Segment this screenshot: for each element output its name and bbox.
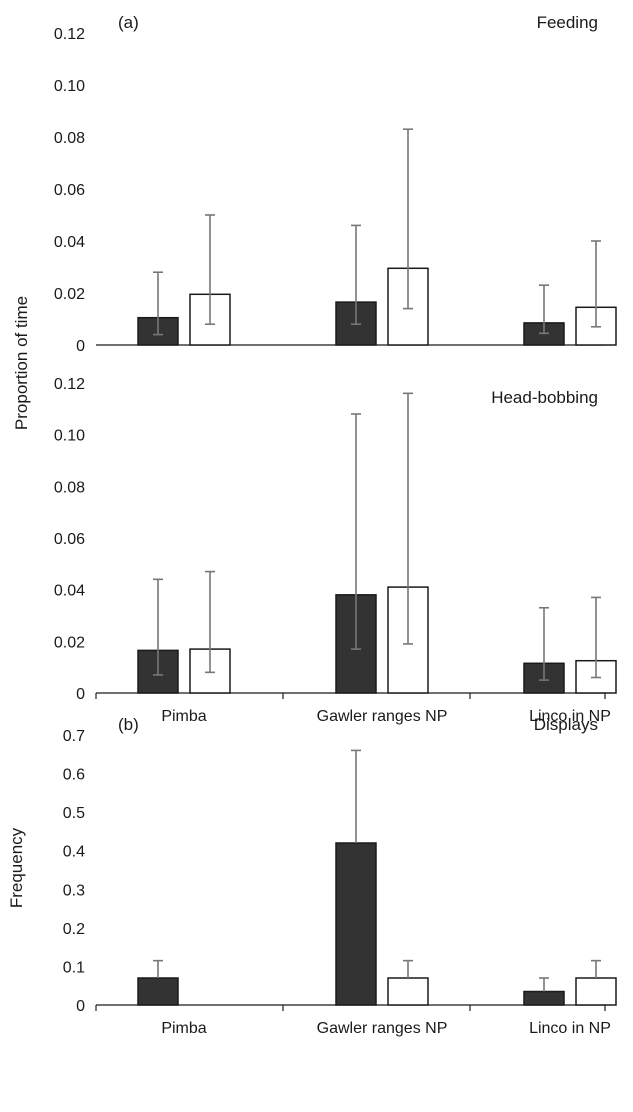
x-category-label: Linco in NP bbox=[529, 708, 611, 725]
y-tick-label: 0.4 bbox=[63, 844, 85, 861]
y-axis-label: Frequency bbox=[7, 827, 26, 908]
panel-label: (a) bbox=[118, 13, 139, 32]
y-axis-label: Proportion of time bbox=[12, 296, 31, 430]
y-tick-label: 0.1 bbox=[63, 959, 85, 976]
y-tick-label: 0.04 bbox=[54, 583, 85, 600]
panel-label: (b) bbox=[118, 715, 139, 734]
y-tick-label: 0.10 bbox=[54, 428, 85, 445]
bar bbox=[387, 977, 429, 1006]
y-tick-label: 0 bbox=[76, 338, 85, 355]
y-tick-label: 0.2 bbox=[63, 921, 85, 938]
x-category-label: Gawler ranges NP bbox=[317, 708, 448, 725]
panel-title: Feeding bbox=[537, 13, 598, 32]
y-tick-label: 0.6 bbox=[63, 767, 85, 784]
y-tick-label: 0.04 bbox=[54, 234, 85, 251]
y-tick-label: 0.12 bbox=[54, 26, 85, 43]
x-category-label: Pimba bbox=[161, 1020, 206, 1037]
bar bbox=[575, 977, 617, 1006]
y-tick-label: 0.5 bbox=[63, 805, 85, 822]
y-tick-label: 0.3 bbox=[63, 882, 85, 899]
x-category-label: Pimba bbox=[161, 708, 206, 725]
bar bbox=[335, 842, 377, 1006]
y-tick-label: 0.06 bbox=[54, 531, 85, 548]
y-tick-label: 0.02 bbox=[54, 286, 85, 303]
y-tick-label: 0.10 bbox=[54, 78, 85, 95]
y-tick-label: 0.08 bbox=[54, 130, 85, 147]
y-tick-label: 0.7 bbox=[63, 728, 85, 745]
x-category-label: Linco in NP bbox=[529, 1020, 611, 1037]
panel-title: Head-bobbing bbox=[491, 388, 598, 407]
panel-title: Displays bbox=[534, 715, 598, 734]
bar bbox=[523, 990, 565, 1006]
y-tick-label: 0.12 bbox=[54, 376, 85, 393]
y-tick-label: 0.06 bbox=[54, 182, 85, 199]
bar bbox=[137, 977, 179, 1006]
y-tick-label: 0 bbox=[76, 686, 85, 703]
y-tick-label: 0 bbox=[76, 998, 85, 1015]
x-category-label: Gawler ranges NP bbox=[317, 1020, 448, 1037]
y-tick-label: 0.02 bbox=[54, 634, 85, 651]
y-tick-label: 0.08 bbox=[54, 479, 85, 496]
